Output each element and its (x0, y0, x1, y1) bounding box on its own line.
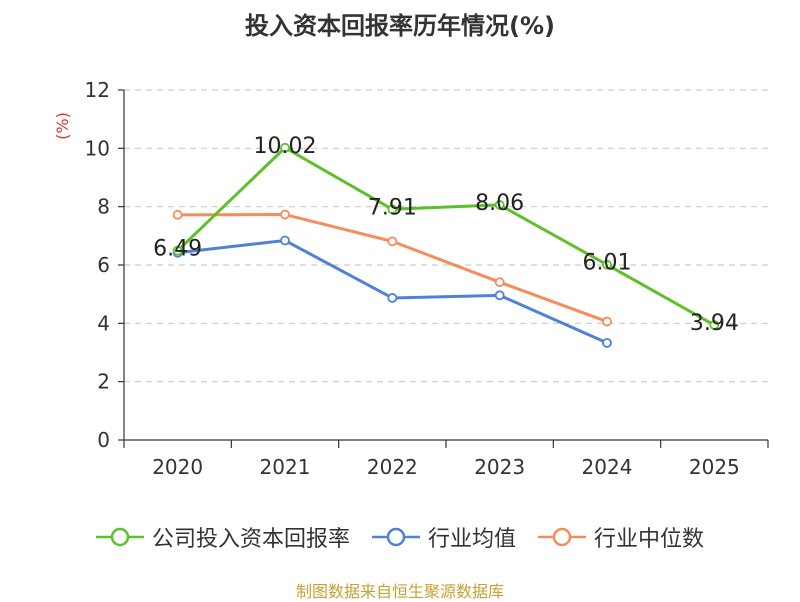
y-axis-label: (%) (53, 112, 72, 140)
x-tick-label: 2025 (689, 455, 740, 479)
legend-swatch-marker (110, 527, 130, 547)
series-line (176, 146, 716, 327)
y-tick-label: 4 (97, 311, 110, 335)
data-point (602, 337, 612, 348)
data-label: 6.01 (583, 251, 632, 276)
legend-swatch (371, 527, 420, 547)
series-line (177, 239, 608, 345)
legend-item[interactable]: 行业中位数 (538, 521, 704, 553)
legend-swatch (95, 527, 144, 547)
data-label: 3.94 (690, 311, 739, 336)
chart-title: 投入资本回报率历年情况(%) (245, 12, 555, 40)
legend-swatch (538, 527, 586, 547)
y-tick-label: 12 (85, 78, 110, 102)
data-label: 7.91 (368, 195, 417, 220)
data-point (494, 200, 505, 210)
axes: 0 2 4 6 8 10 12 (%) 2020 2021 2022 2023 2024 2025 (53, 78, 769, 479)
x-tick-label: 2024 (582, 455, 633, 479)
data-point (172, 245, 183, 256)
data-point (387, 236, 398, 247)
x-tick-label: 2023 (474, 455, 525, 479)
legend-swatch-marker (552, 527, 572, 547)
data-point (494, 290, 505, 301)
series-lines (172, 142, 720, 348)
series-line (177, 213, 608, 323)
data-labels: 6.49 10.02 7.91 8.06 6.01 3.94 (153, 134, 739, 336)
data-point (280, 142, 290, 153)
legend-swatch-marker (386, 527, 406, 547)
legend-item[interactable]: 公司投入资本回报率 (95, 521, 350, 553)
y-tick-label: 10 (85, 136, 110, 160)
data-label: 10.02 (254, 134, 317, 159)
data-point (602, 259, 612, 270)
data-label: 6.49 (153, 237, 202, 262)
data-point (494, 277, 505, 288)
grid-lines (124, 89, 768, 383)
x-tick-label: 2020 (152, 455, 203, 479)
legend-label: 公司投入资本回报率 (151, 527, 350, 552)
data-label: 8.06 (475, 191, 524, 216)
data-point (602, 316, 612, 327)
data-point (280, 235, 290, 246)
data-point (387, 204, 398, 215)
y-tick-label: 2 (97, 370, 110, 394)
x-tick-label: 2021 (260, 455, 311, 479)
data-point (709, 320, 720, 330)
legend: 公司投入资本回报率 行业均值 行业中位数 (0, 520, 800, 554)
data-point (280, 209, 290, 220)
data-point (172, 209, 183, 220)
y-tick-label: 6 (97, 253, 110, 277)
y-tick-label: 8 (97, 195, 110, 219)
data-point (387, 293, 398, 303)
source-note: 制图数据来自恒生聚源数据库 (295, 582, 504, 601)
legend-label: 行业均值 (427, 527, 516, 552)
legend-label: 行业中位数 (594, 527, 705, 552)
legend-item[interactable]: 行业均值 (371, 521, 516, 553)
x-tick-label: 2022 (367, 455, 418, 479)
y-tick-label: 0 (97, 428, 110, 452)
